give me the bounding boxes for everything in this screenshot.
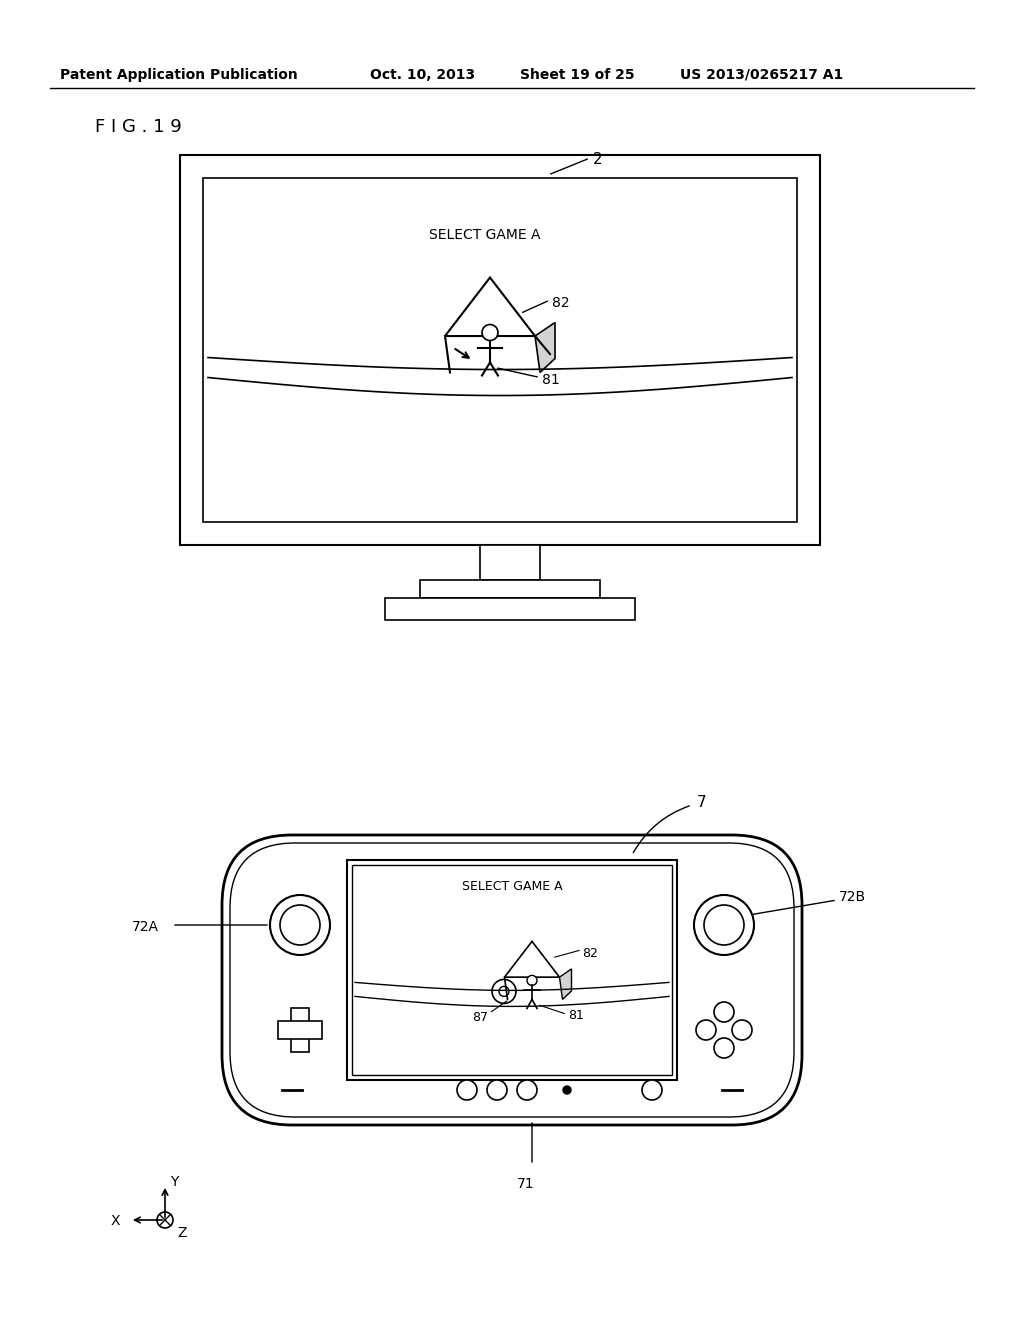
Text: 82: 82 — [552, 296, 569, 309]
Bar — [180, 154, 820, 545]
Circle shape — [482, 325, 498, 341]
Circle shape — [499, 986, 509, 997]
Circle shape — [705, 906, 744, 945]
Text: F I G . 1 9: F I G . 1 9 — [95, 117, 181, 136]
Circle shape — [642, 1080, 662, 1100]
Circle shape — [487, 1080, 507, 1100]
Circle shape — [270, 895, 330, 954]
Bar — [347, 861, 677, 1080]
Text: SELECT GAME A: SELECT GAME A — [429, 228, 541, 242]
FancyBboxPatch shape — [222, 836, 802, 1125]
Text: Z: Z — [177, 1226, 186, 1239]
Circle shape — [457, 1080, 477, 1100]
Text: 72A: 72A — [132, 920, 159, 935]
Bar — [278, 1022, 322, 1039]
Circle shape — [157, 1212, 173, 1228]
Bar — [385, 598, 635, 620]
Text: 81: 81 — [568, 1010, 584, 1023]
Polygon shape — [505, 941, 559, 977]
Circle shape — [508, 865, 516, 873]
Text: X: X — [111, 1214, 120, 1228]
Circle shape — [714, 1002, 734, 1022]
Polygon shape — [535, 322, 555, 372]
Text: Oct. 10, 2013: Oct. 10, 2013 — [370, 69, 475, 82]
Bar — [420, 579, 600, 598]
Text: 81: 81 — [542, 372, 560, 387]
Text: SELECT GAME A: SELECT GAME A — [462, 880, 562, 894]
Text: 72B: 72B — [839, 890, 866, 904]
Text: 71: 71 — [517, 1177, 535, 1191]
Polygon shape — [559, 969, 571, 999]
Circle shape — [492, 979, 516, 1003]
Circle shape — [280, 906, 319, 945]
Text: Y: Y — [170, 1175, 178, 1189]
Text: Patent Application Publication: Patent Application Publication — [60, 69, 298, 82]
Circle shape — [517, 1080, 537, 1100]
Text: US 2013/0265217 A1: US 2013/0265217 A1 — [680, 69, 843, 82]
Bar — [352, 865, 672, 1074]
Circle shape — [696, 1020, 716, 1040]
Circle shape — [732, 1020, 752, 1040]
Text: 87: 87 — [472, 1011, 488, 1024]
Circle shape — [563, 1086, 571, 1094]
Text: Sheet 19 of 25: Sheet 19 of 25 — [520, 69, 635, 82]
FancyBboxPatch shape — [442, 861, 582, 878]
Bar — [291, 1008, 309, 1052]
Text: 2: 2 — [593, 152, 603, 168]
Polygon shape — [445, 277, 535, 337]
Circle shape — [527, 975, 537, 986]
Text: 7: 7 — [697, 795, 707, 810]
Circle shape — [694, 895, 754, 954]
Text: 82: 82 — [582, 946, 598, 960]
Bar — [203, 178, 797, 521]
Circle shape — [714, 1038, 734, 1059]
Bar — [480, 545, 540, 579]
